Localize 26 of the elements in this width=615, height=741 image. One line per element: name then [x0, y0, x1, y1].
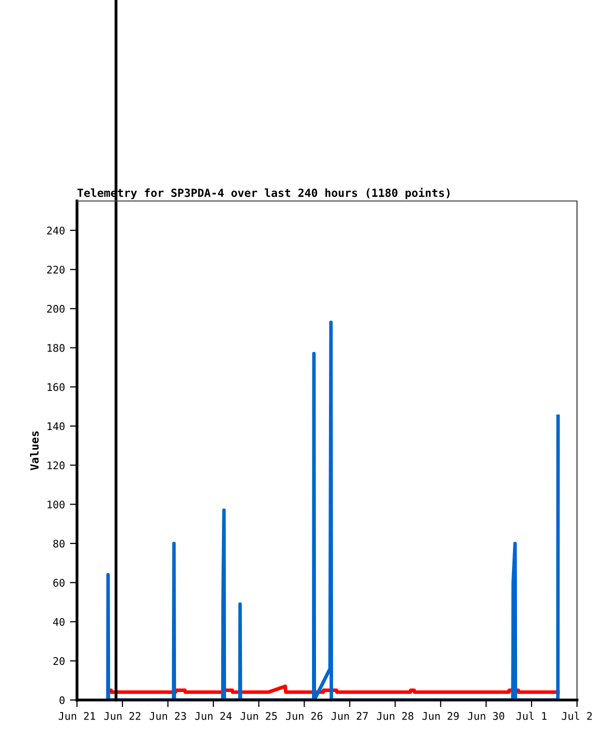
x-tick-label: Jun 27 — [331, 712, 368, 720]
x-tick-label: Jun 30 — [468, 712, 504, 720]
y-tick-label: 200 — [47, 304, 65, 313]
y-tick-label: 60 — [53, 578, 65, 587]
x-tick-label: Jul 2 — [562, 712, 592, 720]
y-tick-label: 20 — [53, 657, 65, 665]
x-tick-label: Jun 21 — [58, 712, 96, 720]
y-tick-label: 100 — [48, 500, 65, 508]
y-tick-label: 0 — [60, 696, 65, 704]
y-tick-label: 140 — [48, 422, 65, 430]
x-tick-label: Jun 22 — [104, 712, 140, 720]
x-tick-label: Jun 28 — [376, 712, 414, 720]
y-tick-label: 40 — [53, 618, 65, 626]
y-tick-label: 120 — [48, 461, 65, 470]
y-tick-label: 80 — [53, 540, 65, 548]
x-tick-label: Jul 1 — [516, 712, 547, 720]
y-axis-title: Values — [30, 431, 39, 470]
x-tick-label: Jun 29 — [422, 712, 459, 720]
x-tick-label: Jun 23 — [150, 712, 186, 720]
y-tick-label: 160 — [48, 383, 65, 392]
y-tick-label: 240 — [47, 226, 65, 234]
y-tick-label: 220 — [47, 266, 65, 274]
y-tick-label: 180 — [48, 344, 65, 352]
x-tick-label: Jun 25 — [240, 712, 277, 720]
x-tick-label: Jun 26 — [286, 712, 322, 720]
x-tick-label: Jun 24 — [195, 712, 232, 720]
